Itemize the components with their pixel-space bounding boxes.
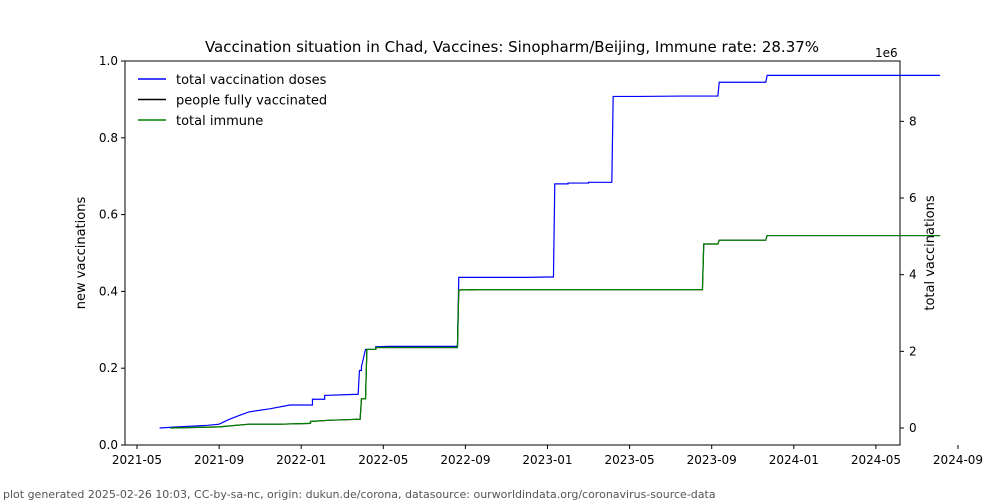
- y-tick-label-right: 0: [909, 421, 917, 435]
- y-tick-label-left: 0.0: [99, 438, 118, 452]
- series-line-total-immune: [170, 234, 941, 429]
- y-tick-label-right: 8: [909, 114, 917, 128]
- x-tick-label: 2021-05: [112, 453, 162, 467]
- series-line-total-vaccination-doses: [159, 74, 941, 429]
- x-tick-label: 2024-01: [769, 453, 819, 467]
- x-tick-label: 2022-01: [276, 453, 326, 467]
- y-tick-label-right: 4: [909, 268, 917, 282]
- y-axis-label-left: new vaccinations: [74, 197, 89, 310]
- legend-label: total vaccination doses: [176, 73, 327, 88]
- x-tick-label: 2024-09: [933, 453, 983, 467]
- x-tick-label: 2021-09: [194, 453, 244, 467]
- x-tick-label: 2024-05: [851, 453, 901, 467]
- legend-label: people fully vaccinated: [176, 94, 327, 109]
- x-tick-label: 2023-09: [687, 453, 737, 467]
- right-axis-multiplier: 1e6: [875, 46, 898, 60]
- x-tick-label: 2023-05: [605, 453, 655, 467]
- series-lines: [159, 74, 941, 429]
- footer-credit: plot generated 2025-02-26 10:03, CC-by-s…: [3, 488, 716, 501]
- legend: total vaccination doses people fully vacc…: [138, 73, 327, 129]
- plot-frame: [124, 60, 901, 446]
- y-tick-label-left: 0.4: [99, 284, 118, 298]
- y-tick-label-right: 2: [909, 344, 917, 358]
- chart-title: Vaccination situation in Chad, Vaccines:…: [205, 38, 819, 56]
- y-tick-label-left: 0.8: [99, 131, 118, 145]
- axes: 0.0 0.2 0.4 0.6 0.8 1.0 0 2 4 6 8 2021-05 2021-09 202…: [99, 54, 983, 467]
- x-tick-label: 2022-05: [358, 453, 408, 467]
- x-tick-label: 2023-01: [522, 453, 572, 467]
- y-tick-label-left: 0.6: [99, 208, 118, 222]
- legend-label: total immune: [176, 114, 263, 129]
- y-tick-label-left: 0.2: [99, 361, 118, 375]
- y-tick-label-right: 6: [909, 191, 917, 205]
- y-axis-label-right: total vaccinations: [923, 195, 938, 311]
- y-tick-label-left: 1.0: [99, 54, 118, 68]
- x-tick-label: 2022-09: [440, 453, 490, 467]
